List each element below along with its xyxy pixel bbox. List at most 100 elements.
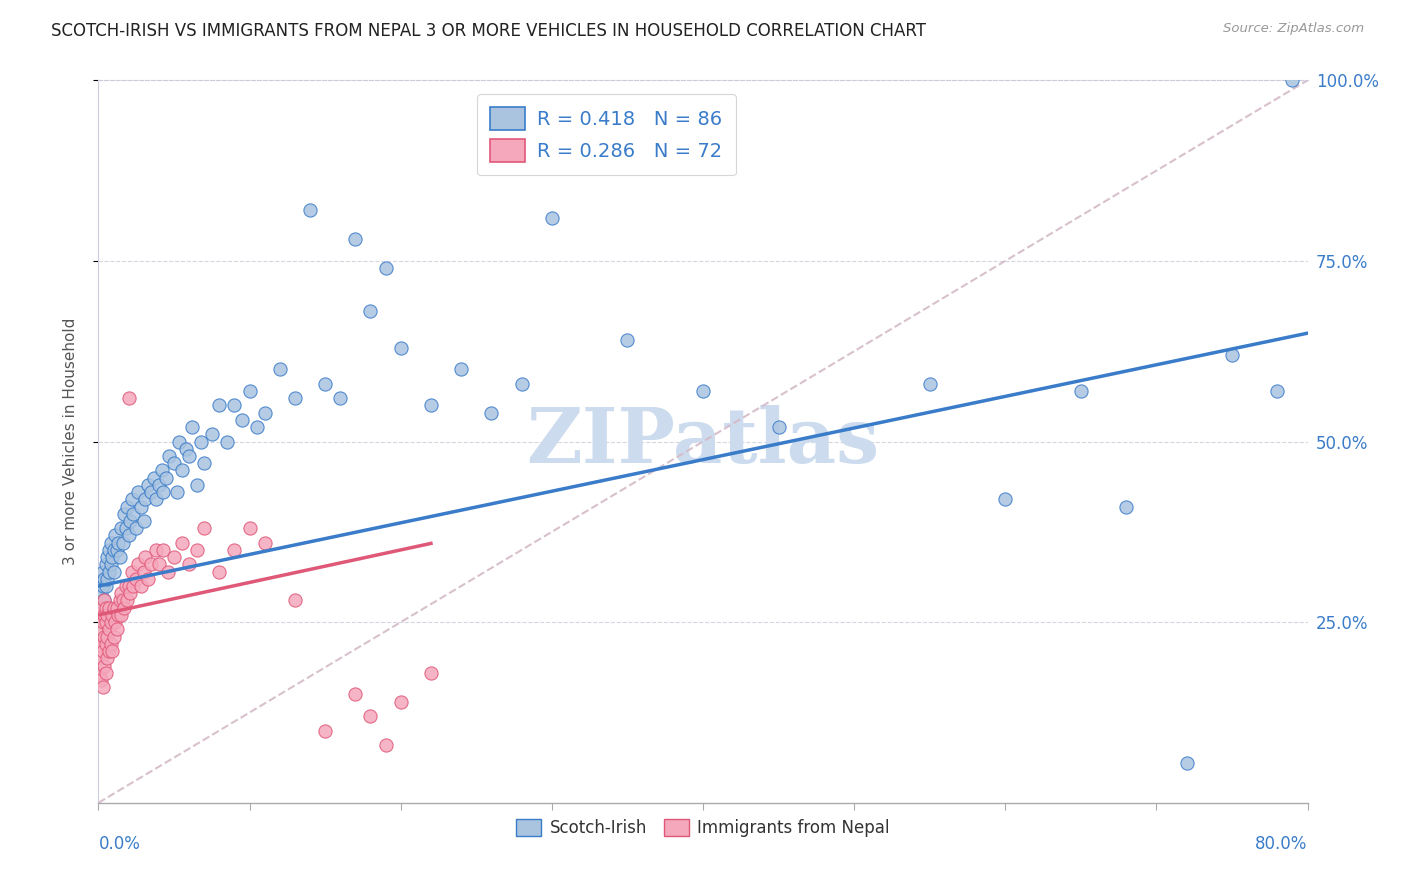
Point <box>89 607 111 622</box>
Point <box>94 558 117 572</box>
Point <box>96 550 118 565</box>
Point <box>118 391 141 405</box>
Point <box>111 535 134 549</box>
Point <box>155 470 177 484</box>
Point <box>1115 500 1137 514</box>
Point <box>125 521 148 535</box>
Point <box>96 651 118 665</box>
Y-axis label: 3 or more Vehicles in Household: 3 or more Vehicles in Household <box>63 318 77 566</box>
Text: 80.0%: 80.0% <box>1256 835 1308 854</box>
Point <box>170 535 193 549</box>
Point <box>389 341 412 355</box>
Point <box>90 673 112 687</box>
Point <box>93 607 115 622</box>
Point <box>118 528 141 542</box>
Point <box>134 492 156 507</box>
Point <box>918 376 941 391</box>
Text: SCOTCH-IRISH VS IMMIGRANTS FROM NEPAL 3 OR MORE VEHICLES IN HOUSEHOLD CORRELATIO: SCOTCH-IRISH VS IMMIGRANTS FROM NEPAL 3 … <box>51 22 925 40</box>
Point <box>284 391 307 405</box>
Point <box>239 521 262 535</box>
Point <box>129 500 152 514</box>
Point <box>374 261 396 276</box>
Point <box>246 420 269 434</box>
Point <box>112 600 135 615</box>
Legend: Scotch-Irish, Immigrants from Nepal: Scotch-Irish, Immigrants from Nepal <box>508 810 898 845</box>
Point <box>186 542 208 557</box>
Point <box>136 478 159 492</box>
Point <box>132 565 155 579</box>
Point <box>134 550 156 565</box>
Point <box>98 623 121 637</box>
Point <box>360 709 382 723</box>
Point <box>93 658 115 673</box>
Point <box>148 558 170 572</box>
Point <box>166 485 188 500</box>
Point <box>253 406 276 420</box>
Point <box>215 434 238 449</box>
Point <box>103 565 125 579</box>
Point <box>253 535 276 549</box>
Point <box>186 478 208 492</box>
Point <box>121 565 143 579</box>
Point <box>107 607 129 622</box>
Point <box>174 442 197 456</box>
Point <box>141 485 163 500</box>
Point <box>156 565 179 579</box>
Point <box>181 420 204 434</box>
Point <box>420 398 443 412</box>
Point <box>94 665 117 680</box>
Point <box>1220 348 1243 362</box>
Point <box>239 384 262 398</box>
Point <box>93 630 115 644</box>
Point <box>103 630 125 644</box>
Point <box>101 644 124 658</box>
Text: Source: ZipAtlas.com: Source: ZipAtlas.com <box>1223 22 1364 36</box>
Point <box>540 211 562 225</box>
Point <box>108 550 131 565</box>
Point <box>269 362 291 376</box>
Point <box>107 535 129 549</box>
Point <box>193 456 215 470</box>
Point <box>208 398 231 412</box>
Point <box>190 434 212 449</box>
Point <box>201 427 224 442</box>
Point <box>114 579 136 593</box>
Point <box>224 542 246 557</box>
Point <box>98 600 121 615</box>
Point <box>163 456 186 470</box>
Point <box>115 593 138 607</box>
Text: 0.0%: 0.0% <box>98 835 141 854</box>
Point <box>108 593 131 607</box>
Point <box>152 485 174 500</box>
Point <box>100 615 122 630</box>
Point <box>132 514 155 528</box>
Point <box>152 542 174 557</box>
Point <box>167 434 190 449</box>
Point <box>89 637 111 651</box>
Text: ZIPatlas: ZIPatlas <box>526 405 880 478</box>
Point <box>118 579 141 593</box>
Point <box>481 406 503 420</box>
Point <box>115 500 138 514</box>
Point <box>299 203 322 218</box>
Point <box>159 449 181 463</box>
Point <box>145 542 167 557</box>
Point <box>129 579 152 593</box>
Point <box>104 615 127 630</box>
Point <box>127 558 149 572</box>
Point <box>98 565 121 579</box>
Point <box>389 695 412 709</box>
Point <box>193 521 215 535</box>
Point <box>314 376 336 391</box>
Point <box>179 558 201 572</box>
Point <box>122 579 145 593</box>
Point <box>93 572 115 586</box>
Point <box>110 586 132 600</box>
Point <box>768 420 790 434</box>
Point <box>103 600 125 615</box>
Point <box>105 623 128 637</box>
Point <box>94 600 117 615</box>
Point <box>127 485 149 500</box>
Point <box>90 623 112 637</box>
Point <box>94 637 117 651</box>
